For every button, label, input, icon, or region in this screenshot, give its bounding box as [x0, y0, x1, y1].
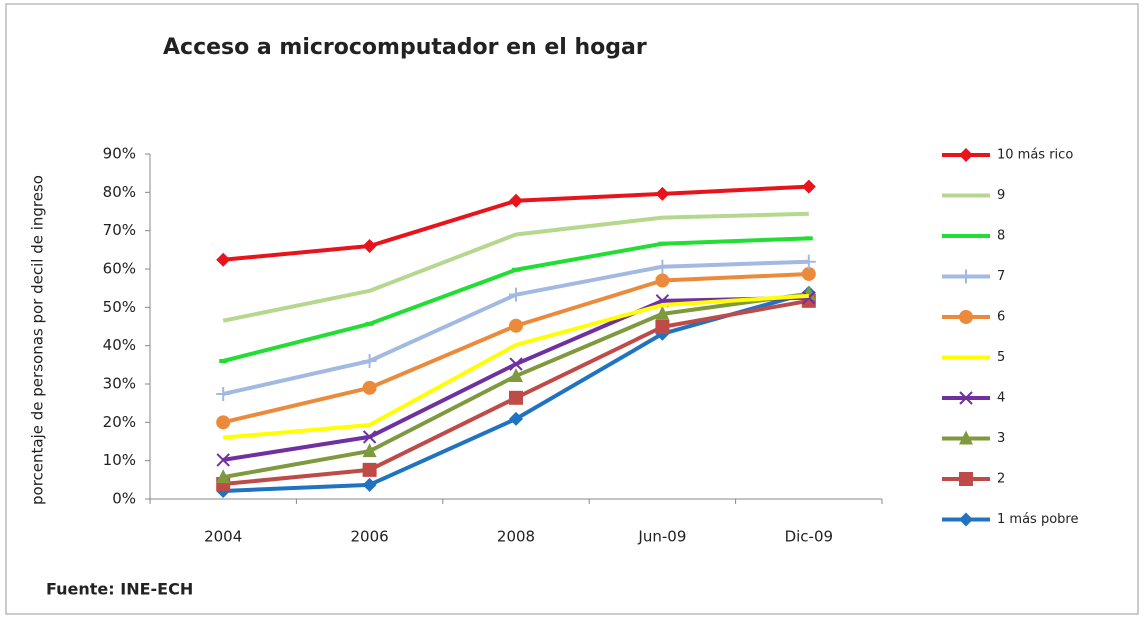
data-point	[655, 319, 670, 334]
data-point	[362, 239, 377, 253]
data-point	[362, 380, 377, 395]
y-tick-label: 30%	[103, 375, 136, 393]
y-tick-label: 50%	[103, 298, 136, 316]
data-point	[509, 318, 523, 333]
y-tick-label: 80%	[103, 183, 136, 201]
y-axis-label: porcentaje de personas por decil de ingr…	[29, 175, 47, 505]
data-point	[509, 367, 523, 382]
legend-marker	[959, 512, 973, 527]
data-point	[509, 411, 523, 426]
legend-marker	[959, 269, 973, 284]
y-tick-label: 70%	[103, 221, 136, 239]
source-note: Fuente: INE-ECH	[46, 580, 193, 599]
data-point	[655, 259, 670, 274]
data-point	[655, 273, 670, 288]
data-point	[655, 186, 670, 201]
data-point	[362, 462, 377, 477]
data-point	[362, 354, 377, 368]
data-point	[362, 430, 377, 444]
data-point	[216, 469, 231, 484]
legend-label: 7	[997, 269, 1005, 284]
series-line	[223, 293, 809, 440]
legend-marker	[959, 148, 973, 162]
data-point	[801, 179, 816, 194]
y-tick-label: 0%	[112, 490, 136, 508]
legend-marker	[959, 310, 973, 324]
x-tick-label: 2004	[204, 528, 242, 546]
data-point	[216, 415, 231, 430]
x-tick-label: Dic-09	[785, 528, 833, 546]
legend-marker	[959, 472, 973, 486]
data-point	[509, 357, 523, 371]
data-point	[801, 266, 816, 281]
y-tick-label: 60%	[103, 260, 136, 278]
data-point	[804, 236, 813, 241]
data-point	[219, 359, 228, 363]
legend-marker	[959, 391, 973, 405]
x-tick-label: 2008	[497, 528, 535, 546]
data-point	[362, 477, 377, 492]
y-tick-label: 90%	[103, 145, 136, 163]
legend-marker	[962, 234, 970, 238]
legend-label: 1 más pobre	[997, 512, 1078, 527]
data-point	[216, 453, 230, 467]
data-point	[509, 193, 523, 208]
y-tick-label: 20%	[103, 413, 136, 431]
legend-label: 5	[997, 350, 1005, 365]
data-point	[365, 321, 374, 326]
data-point	[658, 241, 667, 246]
data-point	[509, 390, 523, 405]
y-tick-label: 10%	[103, 451, 136, 469]
legend-label: 4	[997, 391, 1005, 406]
x-tick-label: 2006	[351, 528, 389, 546]
data-point	[512, 267, 520, 272]
data-point	[362, 443, 377, 458]
data-point	[216, 386, 231, 401]
chart-title: Acceso a microcomputador en el hogar	[163, 35, 647, 60]
legend-label: 10 más rico	[997, 148, 1073, 163]
data-point	[509, 287, 523, 302]
series-line	[222, 211, 809, 323]
data-point	[655, 305, 670, 320]
data-point	[216, 252, 231, 267]
data-point	[801, 254, 816, 269]
legend-label: 9	[997, 188, 1005, 203]
x-tick-label: Jun-09	[637, 528, 686, 546]
y-tick-label: 40%	[103, 336, 136, 354]
legend-label: 8	[997, 229, 1005, 244]
legend-label: 6	[997, 310, 1005, 325]
legend-label: 3	[997, 431, 1005, 446]
legend-marker	[959, 430, 973, 445]
legend-label: 2	[997, 472, 1005, 487]
